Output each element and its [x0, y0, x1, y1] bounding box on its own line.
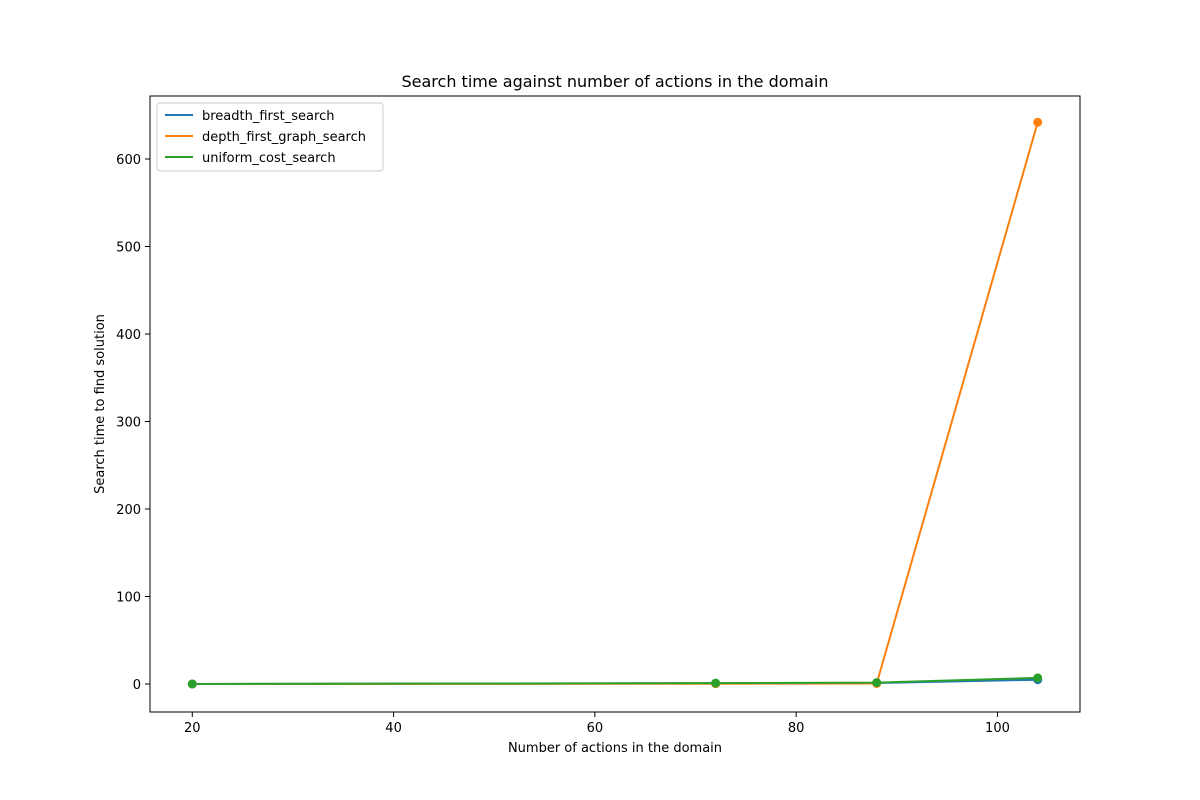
y-axis-ticks: 0 100 200 300 400 500 600 [116, 153, 150, 693]
series-line [192, 121, 1039, 685]
series-depth_first_graph_search [187, 117, 1043, 689]
x-axis-ticks: 20 40 60 80 100 [184, 712, 1010, 736]
y-tick-label: 0 [133, 678, 141, 693]
y-tick-label: 300 [116, 416, 141, 431]
legend-label: uniform_cost_search [202, 151, 336, 166]
series-uniform_cost_search [187, 673, 1043, 689]
data-point [1033, 117, 1043, 127]
y-tick-label: 200 [116, 503, 141, 518]
series-layer [187, 117, 1043, 689]
x-tick-label: 20 [184, 721, 201, 736]
y-tick-label: 600 [116, 153, 141, 168]
data-point [711, 678, 721, 688]
y-tick-label: 100 [116, 591, 141, 606]
legend: breadth_first_search depth_first_graph_se… [156, 102, 384, 172]
x-tick-label: 40 [385, 721, 402, 736]
chart-title: Search time against number of actions in… [402, 72, 829, 91]
legend-label: breadth_first_search [202, 109, 334, 124]
data-point [187, 679, 197, 689]
y-tick-label: 400 [116, 328, 141, 343]
plot-frame [149, 95, 1081, 713]
data-point [872, 678, 882, 688]
y-axis-label: Search time to find solution [93, 314, 108, 494]
y-tick-label: 500 [116, 241, 141, 256]
data-point [1033, 673, 1043, 683]
legend-box [156, 102, 384, 172]
legend-label: depth_first_graph_search [202, 130, 366, 145]
x-tick-label: 80 [788, 721, 805, 736]
x-axis-label: Number of actions in the domain [508, 741, 722, 756]
series-line [192, 676, 1038, 685]
x-tick-label: 100 [985, 721, 1010, 736]
x-tick-label: 60 [587, 721, 604, 736]
